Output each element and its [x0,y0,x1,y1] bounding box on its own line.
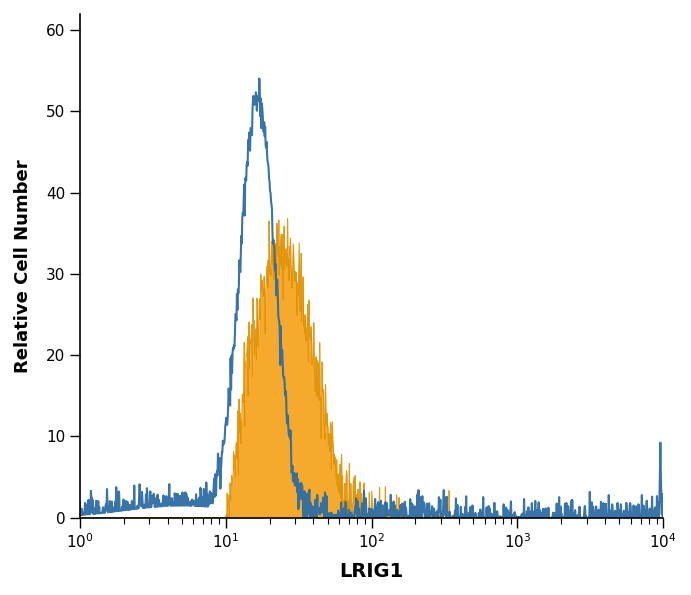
X-axis label: LRIG1: LRIG1 [339,562,404,581]
Y-axis label: Relative Cell Number: Relative Cell Number [14,159,32,372]
